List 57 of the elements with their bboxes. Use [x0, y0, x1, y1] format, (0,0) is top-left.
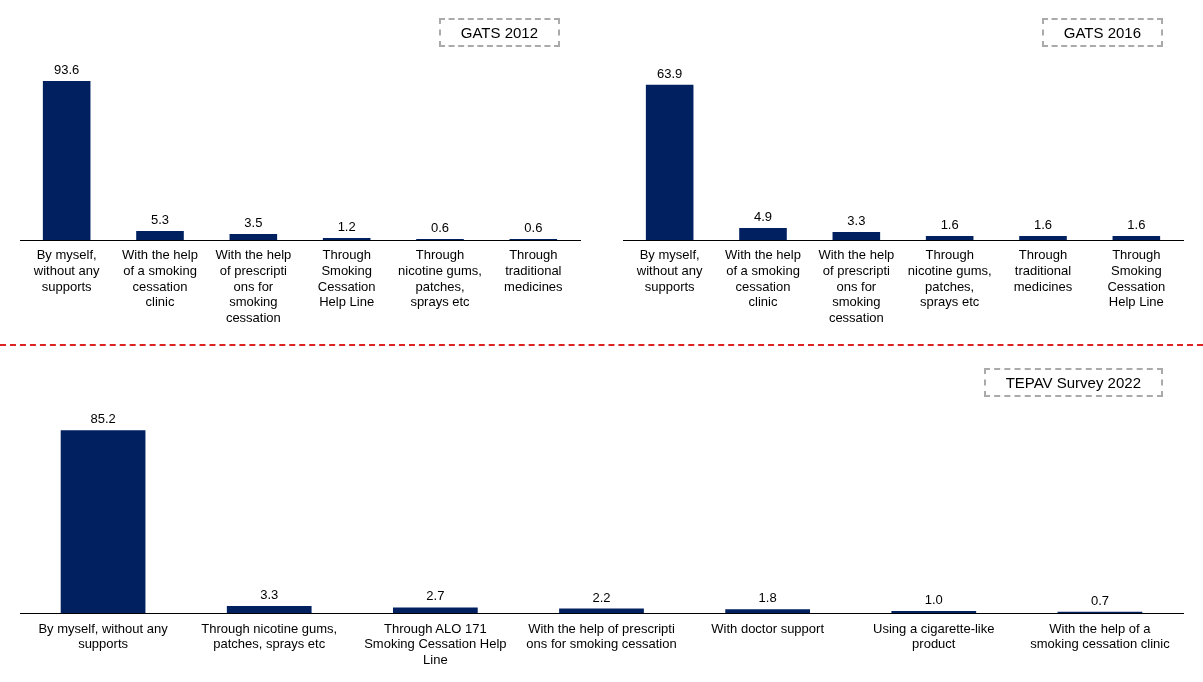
data-label: 0.7	[1090, 592, 1109, 608]
x-tick-label: Through nicotine gums, patches, sprays etc	[398, 247, 482, 310]
chart-subtitle: GATS 2016	[1041, 18, 1163, 47]
data-label: 3.3	[847, 213, 866, 229]
data-label: 63.9	[657, 65, 683, 81]
chart-subtitle: TEPAV Survey 2022	[983, 368, 1163, 397]
x-tick-label: Through ALO 171 Smoking Cessation Help Line	[364, 620, 507, 667]
bar	[925, 236, 974, 240]
data-label: 1.2	[337, 219, 356, 235]
chart-subtitle: GATS 2012	[438, 18, 560, 47]
data-label: 1.8	[758, 590, 777, 606]
bar	[739, 228, 787, 240]
x-tick-label: With doctor support	[711, 620, 825, 636]
data-label: 93.6	[54, 61, 80, 77]
data-label: 2.7	[426, 588, 445, 604]
data-label: 3.5	[244, 215, 263, 231]
x-tick-label: By myself, without any supports	[32, 247, 101, 294]
data-label: 0.6	[430, 220, 450, 236]
bar	[832, 231, 881, 240]
x-tick-label: With the help of a smoking cessation clinic	[725, 247, 801, 310]
data-label: 0.6	[524, 220, 543, 236]
bar	[226, 606, 312, 614]
x-tick-label: Through traditional medicines	[504, 247, 564, 294]
x-tick-label: By myself, without any supports	[38, 620, 169, 652]
bar	[645, 84, 694, 240]
x-tick-label: By myself, without any supports	[635, 247, 704, 294]
data-label: 3.3	[260, 587, 279, 603]
x-tick-label: Through Smoking Cessation Help Line	[1107, 247, 1166, 310]
data-label: 1.6	[1127, 217, 1146, 233]
x-tick-label: With the help of prescripti ons for smoking cessation	[818, 247, 895, 325]
bar	[392, 607, 478, 614]
bar	[1112, 236, 1161, 240]
x-tick-label: Through nicotine gums, patches, sprays etc	[201, 620, 338, 652]
bar	[42, 80, 91, 240]
x-tick-label: Through Smoking Cessation Help Line	[317, 247, 376, 310]
bar	[229, 234, 278, 240]
bar	[60, 430, 146, 614]
data-label: 2.2	[592, 589, 611, 605]
data-label: 5.3	[150, 212, 170, 228]
data-label: 1.6	[940, 217, 959, 233]
bar	[1019, 236, 1067, 240]
x-tick-label: Through nicotine gums, patches, sprays etc	[907, 247, 992, 310]
x-tick-label: With the help of a smoking cessation clinic	[122, 247, 198, 310]
bar	[136, 230, 184, 240]
bar	[891, 611, 977, 614]
bar	[559, 608, 644, 614]
x-tick-label: Using a cigarette-like product	[873, 620, 995, 652]
bar	[725, 609, 811, 614]
data-label: 1.6	[1033, 217, 1053, 233]
x-tick-label: With the help of prescripti ons for smoking cessation	[215, 247, 292, 325]
bar	[322, 237, 371, 240]
data-label: 4.9	[753, 209, 773, 225]
data-label: 1.0	[924, 592, 943, 608]
data-label: 85.2	[90, 411, 116, 427]
x-tick-label: Through traditional medicines	[1013, 247, 1073, 294]
x-tick-label: With the help of prescripti ons for smoking cessation	[526, 620, 677, 652]
x-tick-label: With the help of a smoking cessation clinic	[1030, 620, 1171, 652]
